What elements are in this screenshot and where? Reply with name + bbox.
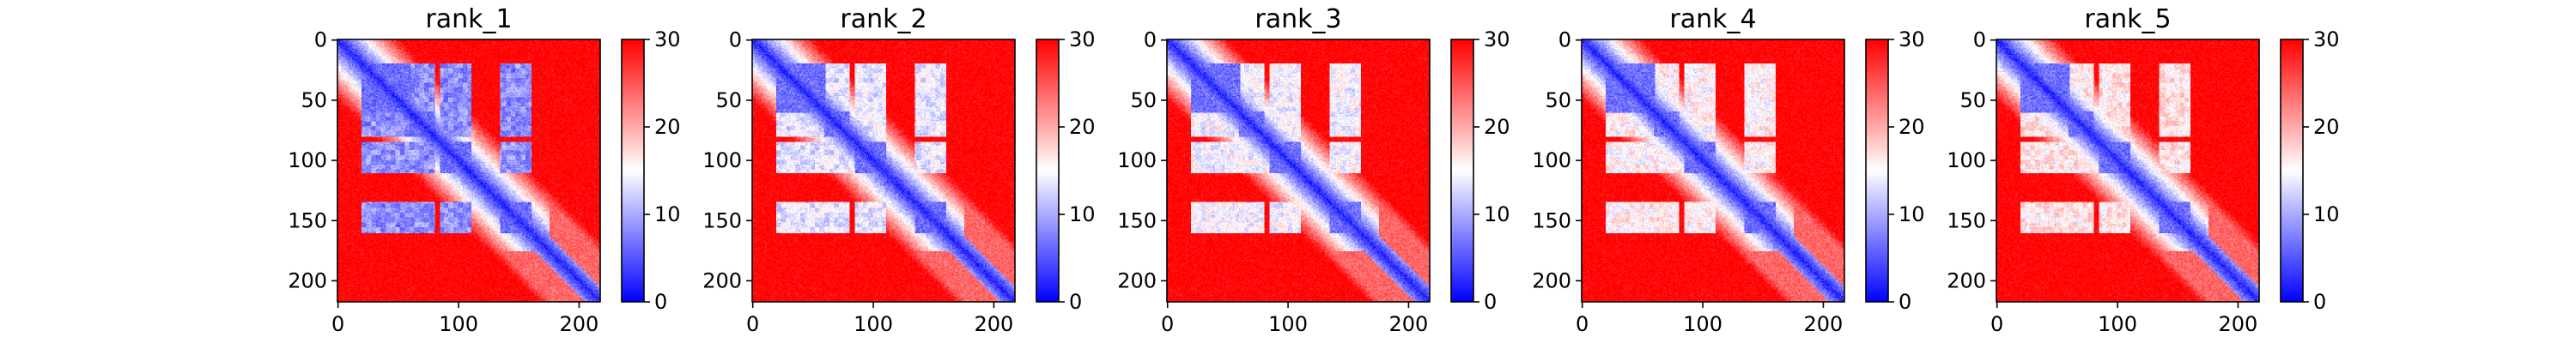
heatmap-image	[752, 39, 1015, 302]
y-tick-label: 0	[1558, 28, 1571, 52]
y-tick-label: 100	[1532, 148, 1571, 172]
colorbar	[622, 39, 644, 302]
y-tick-label: 100	[288, 148, 327, 172]
plot-frame	[1996, 39, 2260, 303]
panel-title: rank_5	[2084, 4, 2171, 34]
colorbar	[1036, 39, 1059, 302]
colorbar-tick-label: 20	[2313, 115, 2340, 139]
x-tick-label: 200	[2219, 312, 2258, 336]
panel-title: rank_3	[1255, 4, 1341, 34]
panel-title: rank_1	[425, 4, 512, 34]
x-tick-label: 100	[1268, 312, 1308, 336]
x-tick-label: 200	[560, 312, 599, 336]
colorbar-tick-label: 10	[1484, 202, 1510, 226]
y-tick-label: 150	[288, 208, 327, 232]
heatmap-image	[337, 39, 600, 302]
colorbar	[1451, 39, 1473, 302]
panel-title: rank_4	[1669, 4, 1756, 34]
heatmap-image	[1167, 39, 1430, 302]
colorbar-tick-label: 0	[654, 290, 667, 314]
colorbar-tick-label: 20	[1069, 115, 1096, 139]
x-tick-label: 0	[1576, 312, 1589, 336]
y-tick-label: 0	[1973, 28, 1986, 52]
x-tick-label: 0	[1161, 312, 1174, 336]
y-tick-label: 50	[301, 88, 327, 112]
colorbar-tick-label: 30	[1899, 27, 1925, 51]
y-tick-label: 100	[1117, 148, 1157, 172]
y-tick-label: 150	[1532, 208, 1571, 232]
y-tick-label: 200	[288, 268, 327, 292]
colorbar-tick-label: 10	[2313, 202, 2340, 226]
colorbar-frame	[1865, 39, 1889, 303]
y-tick-label: 0	[729, 28, 742, 52]
y-tick-label: 150	[702, 208, 742, 232]
y-tick-label: 50	[715, 88, 742, 112]
heatmap-image	[1996, 39, 2259, 302]
plot-frame	[1581, 39, 1845, 303]
y-tick-label: 200	[1947, 268, 1986, 292]
colorbar-tick-label: 20	[654, 115, 681, 139]
colorbar-tick-label: 0	[2313, 290, 2326, 314]
heatmap-image	[1582, 39, 1844, 302]
y-tick-label: 150	[1947, 208, 1986, 232]
colorbar-tick-label: 20	[1484, 115, 1510, 139]
colorbar-tick-label: 0	[1484, 290, 1497, 314]
colorbar-frame	[621, 39, 645, 303]
x-tick-label: 200	[1389, 312, 1429, 336]
plot-frame	[337, 39, 601, 303]
x-tick-label: 100	[1683, 312, 1722, 336]
plot-frame	[1166, 39, 1431, 303]
y-tick-label: 200	[1117, 268, 1157, 292]
x-tick-label: 200	[1804, 312, 1844, 336]
colorbar-tick-label: 0	[1069, 290, 1082, 314]
y-tick-label: 200	[1532, 268, 1571, 292]
x-tick-label: 0	[746, 312, 759, 336]
colorbar-tick-label: 20	[1899, 115, 1925, 139]
plot-frame	[751, 39, 1016, 303]
y-tick-label: 50	[1130, 88, 1157, 112]
colorbar-tick-label: 10	[1069, 202, 1096, 226]
colorbar-tick-label: 10	[1899, 202, 1925, 226]
x-tick-label: 100	[2098, 312, 2137, 336]
y-tick-label: 0	[314, 28, 327, 52]
colorbar-tick-label: 30	[2313, 27, 2340, 51]
y-tick-label: 100	[1947, 148, 1986, 172]
colorbar-frame	[2280, 39, 2304, 303]
colorbar	[1866, 39, 1888, 302]
x-tick-label: 100	[439, 312, 478, 336]
panel-title: rank_2	[840, 4, 927, 34]
colorbar	[2281, 39, 2303, 302]
y-tick-label: 50	[1959, 88, 1986, 112]
x-tick-label: 100	[854, 312, 893, 336]
y-tick-label: 50	[1545, 88, 1571, 112]
x-tick-label: 0	[331, 312, 344, 336]
y-tick-label: 0	[1144, 28, 1157, 52]
colorbar-tick-label: 30	[1484, 27, 1510, 51]
colorbar-tick-label: 30	[654, 27, 681, 51]
colorbar-tick-label: 30	[1069, 27, 1096, 51]
x-tick-label: 200	[975, 312, 1014, 336]
y-tick-label: 100	[702, 148, 742, 172]
y-tick-label: 200	[702, 268, 742, 292]
colorbar-tick-label: 0	[1899, 290, 1911, 314]
colorbar-frame	[1450, 39, 1474, 303]
colorbar-frame	[1036, 39, 1060, 303]
colorbar-tick-label: 10	[654, 202, 681, 226]
y-tick-label: 150	[1117, 208, 1157, 232]
x-tick-label: 0	[1990, 312, 2003, 336]
